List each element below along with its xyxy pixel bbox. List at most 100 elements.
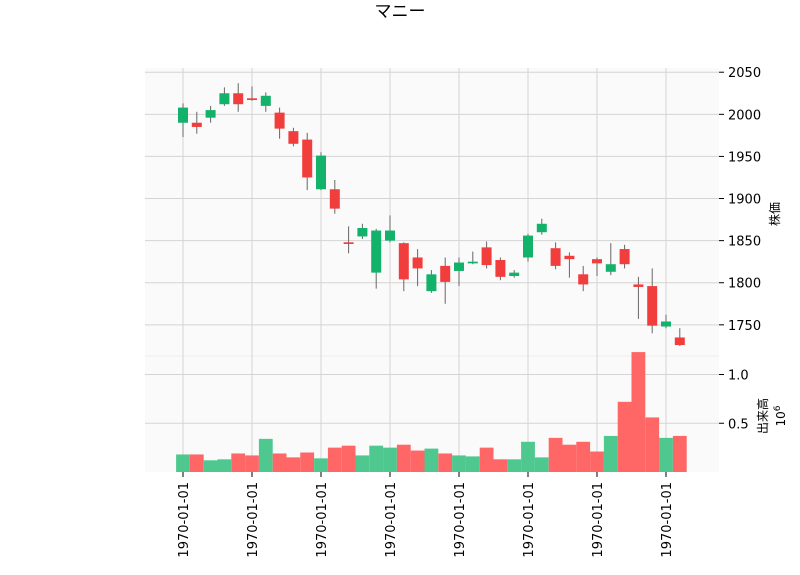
candles [178,83,685,346]
chart-title: マニー [375,2,426,22]
volume-bar [355,455,370,472]
volume-bar [576,441,591,472]
candle-body [302,139,313,178]
volume-bar [341,445,356,472]
volume-bar [286,457,301,472]
candle-body [233,93,244,105]
candle-body [481,247,492,266]
volume-bar [590,451,604,472]
candle-body [343,242,354,244]
volume-bar [521,441,535,472]
volume-bar [203,460,218,472]
volume-axis-exponent: 106 [773,405,788,426]
price-tick-label: 1750 [728,319,761,334]
volume-bar [548,437,563,472]
candle-body [357,228,368,237]
x-tick-label: 1970-01-01 [591,482,606,558]
volume-bar [424,448,439,472]
volume-tick-label: 1.0 [728,369,749,384]
volume-bar [493,459,508,472]
volume-bar [217,459,232,472]
price-tick-label: 1800 [728,277,761,292]
candle-body [191,122,202,127]
volume-bar [507,459,522,472]
volume-tick-label: 0.5 [728,417,749,432]
candle-body [633,284,644,287]
candle-body [619,249,630,265]
volume-bar [300,452,315,472]
volume-bar [258,438,273,472]
price-tick-label: 1850 [728,235,761,250]
volume-bar [383,447,397,472]
candle-body [260,95,271,106]
volume-bar [617,401,632,472]
volume-bar [231,453,246,472]
x-tick-label: 1970-01-01 [177,482,192,558]
volume-bar [465,456,480,472]
candle-body [523,235,533,258]
price-panel-background [145,68,719,356]
candle-body [288,131,299,144]
candle-body [509,272,520,276]
volume-bar [645,417,660,472]
volume-bar [438,453,453,472]
candle-body [564,255,575,260]
volume-exponent-power: 6 [773,405,783,411]
candle-body [440,265,451,282]
candle-body [495,260,506,277]
candle-body [385,230,395,241]
volume-bar [272,453,287,472]
volume-axis-label: 出来高 [755,398,770,434]
candle-body [205,110,216,118]
candle-body [247,98,257,100]
candle-body [329,189,340,209]
volume-bar [603,435,618,472]
candle-body [274,112,285,129]
axes: 1750 1800 1850 1900 1950 2000 2050 0.5 1.0 1970-0… [177,66,761,557]
volume-exponent-base: 10 [774,411,788,426]
candle-body [550,248,561,266]
volume-bar [562,444,577,472]
volume-bar [396,444,411,472]
candle-body [454,262,464,271]
x-tick-label: 1970-01-01 [315,482,330,558]
candle-body [674,337,685,346]
price-tick-label: 1950 [728,150,761,165]
price-tick-label: 1900 [728,193,761,208]
candle-body [605,264,616,272]
price-axis-label: 株価 [767,202,782,226]
price-tick-label: 2050 [728,66,761,81]
volume-bar [659,437,673,472]
price-tick-label: 2000 [728,108,761,123]
volume-bar [479,447,494,472]
volume-bar [410,450,425,472]
volume-bar [327,447,342,472]
candle-body [578,274,589,285]
x-tick-label: 1970-01-01 [660,482,675,558]
candle-body [467,261,478,264]
volume-bars [176,352,687,472]
volume-bar [189,454,204,472]
candle-body [412,257,423,269]
candle-body [661,321,671,327]
volume-bar [369,445,384,472]
volume-bar [534,457,549,472]
x-tick-label: 1970-01-01 [522,482,537,558]
candle-body [178,107,188,123]
volume-bar [452,455,466,472]
x-tick-label: 1970-01-01 [246,482,261,558]
candle-body [219,93,230,105]
candle-body [592,259,602,264]
candle-body [316,155,326,190]
candle-body [398,243,409,280]
volume-bar [176,454,190,472]
candle-body [647,286,658,326]
volume-bar [631,352,646,472]
candle-body [371,230,382,273]
volume-bar [672,435,687,472]
x-tick-label: 1970-01-01 [384,482,399,558]
x-tick-label: 1970-01-01 [453,482,468,558]
volume-bar [245,455,259,472]
volume-bar [314,458,328,472]
